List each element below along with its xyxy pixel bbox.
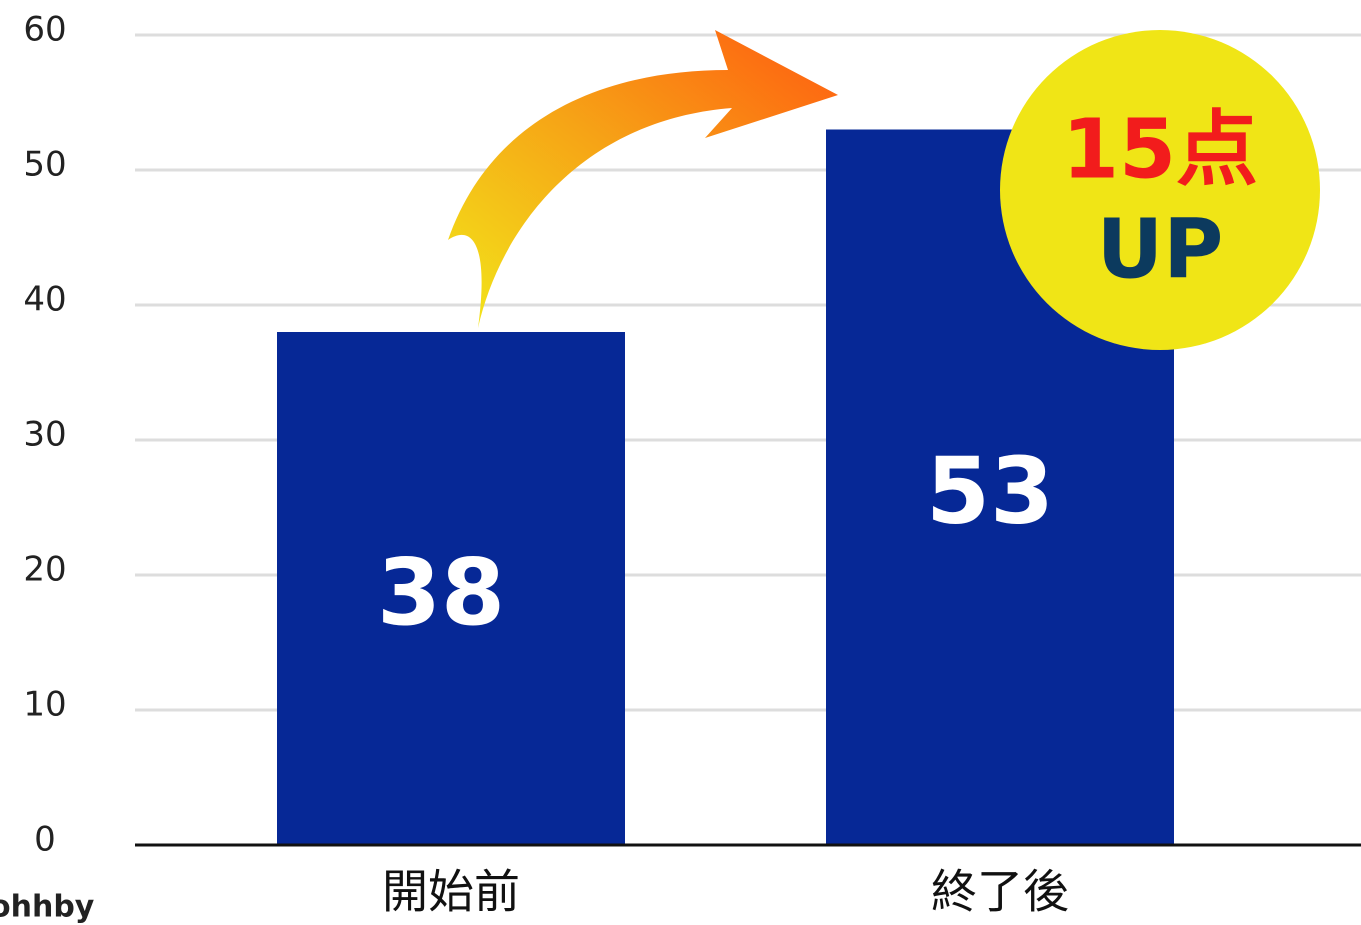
y-tick-label: 10: [23, 685, 66, 725]
y-tick-label: 40: [23, 280, 66, 320]
value-label: 38: [377, 539, 505, 646]
annotation: 15点: [1062, 102, 1258, 197]
y-tick-label: 20: [23, 550, 66, 590]
watermark: ohhby: [0, 890, 95, 925]
annotation: UP: [1097, 202, 1224, 297]
bars: [277, 129, 1174, 845]
y-tick-label: 30: [23, 415, 66, 455]
arrow: [448, 30, 838, 328]
y-tick-label: 60: [23, 10, 66, 50]
y-tick-label: 0: [34, 820, 56, 860]
x-tick-label: 開始前: [382, 865, 520, 919]
x-tick-label: 終了後: [931, 865, 1069, 919]
y-tick-label: 50: [23, 145, 66, 185]
badge: [1000, 30, 1320, 350]
bar: [277, 332, 625, 845]
value-label: 53: [926, 438, 1054, 545]
